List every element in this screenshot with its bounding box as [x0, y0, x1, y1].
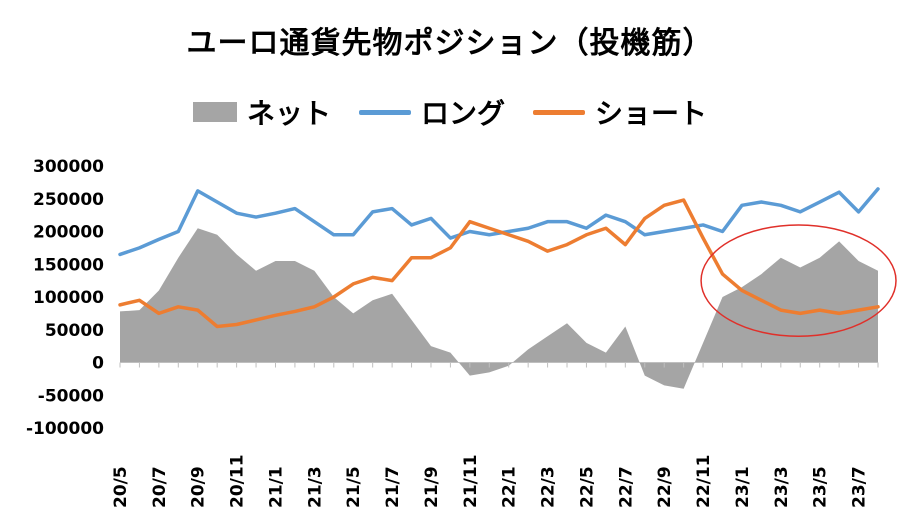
x-tick-label: 22/7: [616, 466, 636, 508]
y-tick-label: 100000: [33, 288, 104, 308]
chart-title: ユーロ通貨先物ポジション（投機筋）: [186, 26, 714, 61]
series-net-area: [120, 228, 878, 389]
x-tick-label: 21/1: [266, 466, 286, 508]
y-tick-label: -100000: [26, 419, 104, 439]
x-tick-label: 22/1: [500, 466, 520, 508]
annotation-ellipse: [700, 224, 897, 338]
x-tick-label: 21/7: [383, 466, 403, 508]
y-tick-label: 150000: [33, 255, 104, 275]
x-tick-label: 21/11: [461, 454, 481, 508]
x-tick-label: 20/7: [150, 466, 170, 508]
x-tick-label: 21/5: [344, 466, 364, 508]
y-tick-label: 0: [92, 354, 104, 374]
legend-swatch-long: [358, 109, 411, 115]
legend-swatch-short: [533, 109, 585, 115]
x-tick-label: 22/11: [694, 454, 714, 508]
x-tick-label: 23/7: [850, 466, 870, 508]
y-tick-label: 50000: [45, 321, 104, 341]
legend-label-short: ショート: [595, 97, 708, 130]
x-tick-label: 21/9: [422, 466, 442, 508]
series-long-line: [118, 187, 880, 257]
y-tick-label: -50000: [38, 386, 104, 406]
x-tick-label: 22/9: [655, 466, 675, 508]
legend-label-long: ロング: [420, 97, 505, 130]
legend-item-short: ショート: [533, 92, 707, 132]
x-tick-label: 22/3: [539, 466, 559, 508]
x-tick-label: 20/11: [228, 454, 248, 508]
x-tick-label: 22/5: [577, 466, 597, 508]
series-short-line: [118, 198, 880, 329]
y-tick-label: 250000: [33, 190, 104, 210]
legend-swatch-net: [192, 102, 237, 122]
legend-item-net: ネット: [192, 92, 331, 132]
legend-label-net: ネット: [246, 97, 331, 130]
legend: ネット ロング ショート: [0, 92, 900, 132]
x-tick-label: 23/5: [811, 466, 831, 508]
y-tick-label: 200000: [33, 223, 104, 243]
y-tick-label: 300000: [33, 157, 104, 177]
x-tick-label: 21/3: [305, 466, 325, 508]
x-tick-label: 20/5: [111, 466, 131, 508]
x-tick-label: 20/9: [189, 466, 209, 508]
x-tick-label: 23/3: [772, 466, 792, 508]
legend-item-long: ロング: [358, 92, 505, 132]
x-tick-label: 23/1: [733, 466, 753, 508]
